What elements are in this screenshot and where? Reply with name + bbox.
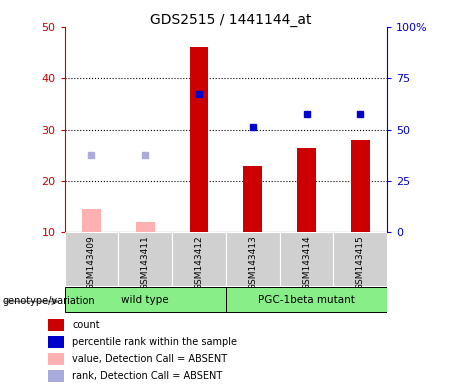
Bar [226, 287, 387, 312]
Text: GSM143412: GSM143412 [195, 235, 203, 290]
Text: value, Detection Call = ABSENT: value, Detection Call = ABSENT [72, 354, 228, 364]
Bar [333, 232, 387, 286]
Bar [48, 319, 64, 331]
Bar [65, 232, 118, 286]
Bar [243, 166, 262, 232]
Bar [136, 222, 154, 232]
Bar [226, 232, 280, 286]
Text: GSM143411: GSM143411 [141, 235, 150, 290]
Bar [65, 287, 226, 312]
Text: GSM143409: GSM143409 [87, 235, 96, 290]
Bar [297, 147, 316, 232]
Bar [48, 336, 64, 348]
Bar [351, 140, 370, 232]
Bar [48, 353, 64, 365]
Text: GSM143413: GSM143413 [248, 235, 257, 290]
Text: GSM143414: GSM143414 [302, 235, 311, 290]
Text: genotype/variation: genotype/variation [2, 296, 95, 306]
Text: percentile rank within the sample: percentile rank within the sample [72, 337, 237, 347]
Bar [189, 47, 208, 232]
Bar [172, 232, 226, 286]
Text: count: count [72, 320, 100, 330]
Bar [82, 209, 101, 232]
Text: wild type: wild type [121, 295, 169, 305]
Text: rank, Detection Call = ABSENT: rank, Detection Call = ABSENT [72, 371, 223, 381]
Bar [48, 369, 64, 382]
Bar [118, 232, 172, 286]
Text: PGC-1beta mutant: PGC-1beta mutant [258, 295, 355, 305]
Text: GDS2515 / 1441144_at: GDS2515 / 1441144_at [150, 13, 311, 27]
Bar [280, 232, 333, 286]
Text: GSM143415: GSM143415 [356, 235, 365, 290]
